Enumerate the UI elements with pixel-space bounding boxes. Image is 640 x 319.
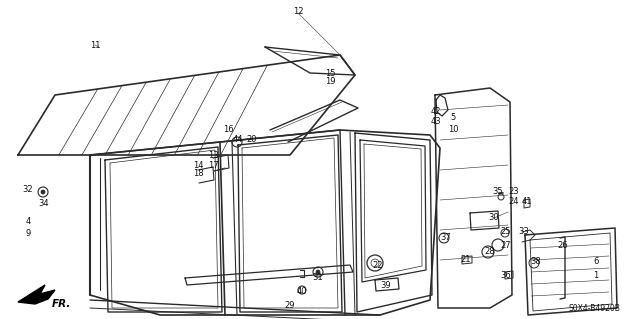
Text: 10: 10 <box>448 125 458 135</box>
Polygon shape <box>18 285 55 304</box>
Text: 1: 1 <box>593 271 598 280</box>
Text: 4: 4 <box>26 218 31 226</box>
Text: 20: 20 <box>247 136 257 145</box>
Text: 18: 18 <box>193 169 204 179</box>
Text: 33: 33 <box>518 227 529 236</box>
Text: 14: 14 <box>193 160 204 169</box>
Text: 44: 44 <box>233 136 243 145</box>
Circle shape <box>41 190 45 194</box>
Text: 26: 26 <box>557 241 568 249</box>
Circle shape <box>316 270 320 274</box>
Text: 31: 31 <box>313 273 323 283</box>
Text: 13: 13 <box>208 151 218 160</box>
Text: 12: 12 <box>292 8 303 17</box>
Text: 16: 16 <box>223 125 234 135</box>
Text: 6: 6 <box>593 257 598 266</box>
Text: 22: 22 <box>372 261 383 270</box>
Text: 29: 29 <box>285 300 295 309</box>
Text: 23: 23 <box>509 188 519 197</box>
Text: 42: 42 <box>431 108 441 116</box>
Text: 38: 38 <box>531 257 541 266</box>
Text: 19: 19 <box>324 78 335 86</box>
Text: S0X4-B4920B: S0X4-B4920B <box>568 304 620 313</box>
Text: 32: 32 <box>22 186 33 195</box>
Text: 17: 17 <box>208 160 218 169</box>
Text: 5: 5 <box>451 114 456 122</box>
Text: 39: 39 <box>381 280 391 290</box>
Text: 28: 28 <box>484 248 495 256</box>
Text: 35: 35 <box>493 188 503 197</box>
Text: 15: 15 <box>324 69 335 78</box>
Text: 36: 36 <box>500 271 511 279</box>
Text: 34: 34 <box>38 199 49 209</box>
Text: 24: 24 <box>509 197 519 206</box>
Text: 41: 41 <box>522 197 532 206</box>
Text: 37: 37 <box>440 234 451 242</box>
Text: 43: 43 <box>431 117 442 127</box>
Text: 25: 25 <box>500 227 511 236</box>
Text: 11: 11 <box>90 41 100 49</box>
Text: 21: 21 <box>461 256 471 264</box>
Text: 30: 30 <box>489 213 499 222</box>
Text: 9: 9 <box>26 228 31 238</box>
Text: FR.: FR. <box>52 299 72 309</box>
Text: 40: 40 <box>297 286 307 295</box>
Text: 27: 27 <box>500 241 511 249</box>
